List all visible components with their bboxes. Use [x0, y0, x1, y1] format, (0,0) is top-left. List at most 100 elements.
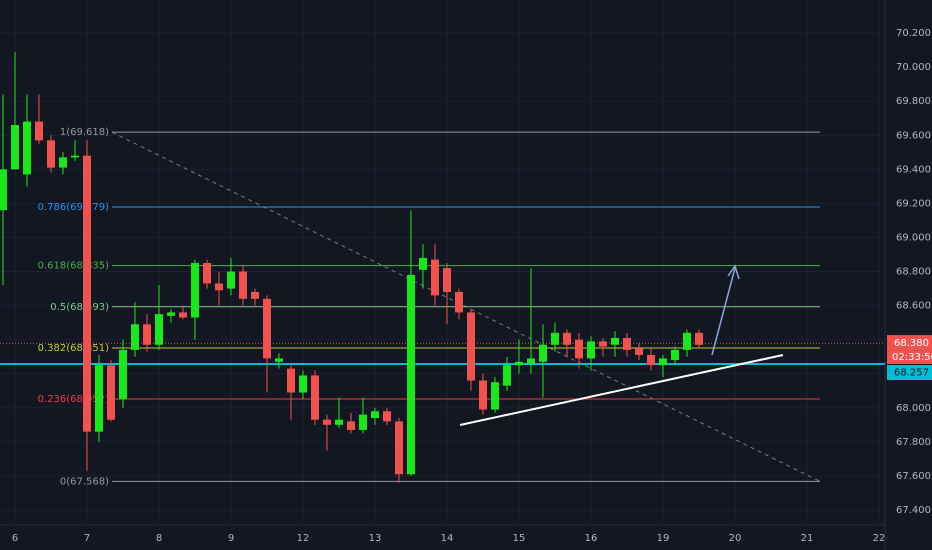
- y-tick-label: 70.000: [896, 62, 931, 73]
- candle-body: [251, 291, 259, 299]
- candle-body: [551, 332, 559, 345]
- y-tick-label: 68.000: [896, 403, 931, 414]
- last-price-box: [887, 335, 932, 351]
- line-price-box: [887, 365, 932, 381]
- x-tick-label: 8: [156, 533, 162, 544]
- candle-body: [215, 283, 223, 291]
- candle-body: [23, 121, 31, 175]
- last-price-label: 68.380: [894, 338, 929, 349]
- candle-body: [479, 380, 487, 410]
- candle-body: [299, 375, 307, 393]
- candle-body: [599, 341, 607, 347]
- candle-body: [203, 263, 211, 284]
- candle-body: [155, 314, 163, 345]
- candle-body: [227, 271, 235, 289]
- candle-body: [47, 140, 55, 168]
- arrow-head: [727, 264, 740, 280]
- fib-label: 0.5(68.593): [50, 302, 109, 313]
- candle-body: [455, 291, 463, 313]
- candle-body: [95, 365, 103, 432]
- countdown-label: 02:33:56: [892, 352, 932, 363]
- x-tick-label: 14: [441, 533, 454, 544]
- arrow: [711, 264, 740, 356]
- candle-body: [575, 339, 583, 359]
- candle-body: [71, 155, 79, 158]
- candle-body: [239, 271, 247, 299]
- candle-body: [611, 337, 619, 345]
- candle-body: [515, 361, 523, 366]
- candle-body: [527, 358, 535, 364]
- candle-body: [587, 341, 595, 359]
- y-tick-label: 69.000: [896, 232, 931, 243]
- x-tick-label: 16: [585, 533, 598, 544]
- y-tick-label: 70.200: [896, 28, 931, 39]
- candle-body: [539, 344, 547, 362]
- y-tick-label: 67.800: [896, 437, 931, 448]
- candle-body: [491, 382, 499, 410]
- candle-body: [119, 349, 127, 400]
- candle-body: [287, 368, 295, 393]
- candle-body: [35, 121, 43, 141]
- arrow-shaft: [711, 267, 736, 356]
- candle-body: [143, 324, 151, 345]
- candle-body: [443, 268, 451, 292]
- fib-label: 0(67.568): [60, 476, 109, 487]
- candle-body: [347, 421, 355, 430]
- x-tick-label: 19: [657, 533, 670, 544]
- candle-body: [359, 414, 367, 430]
- candle-body: [323, 419, 331, 425]
- line-price-label: 68.257: [894, 368, 929, 379]
- candle-body: [623, 337, 631, 350]
- candle-body: [83, 155, 91, 432]
- candle-body: [419, 257, 427, 270]
- candles: [0, 51, 703, 483]
- x-tick-label: 13: [369, 533, 382, 544]
- candle-body: [275, 358, 283, 362]
- y-tick-label: 67.400: [896, 505, 931, 516]
- y-tick-label: 69.600: [896, 130, 931, 141]
- candle-body: [311, 375, 319, 420]
- x-tick-label: 6: [12, 533, 18, 544]
- candle-body: [683, 332, 691, 350]
- x-tick-label: 15: [513, 533, 526, 544]
- x-tick-label: 9: [228, 533, 234, 544]
- candle-body: [671, 349, 679, 361]
- candle-body: [179, 312, 187, 318]
- candle-body: [695, 332, 703, 345]
- candle-body: [11, 125, 19, 170]
- trend-line: [459, 354, 784, 426]
- axes: 70.200 70.000 69.800 69.600 69.400 69.200 69.0…: [12, 28, 932, 544]
- y-tick-label: 68.800: [896, 267, 931, 278]
- candle-body: [131, 324, 139, 350]
- x-tick-label: 21: [801, 533, 814, 544]
- candle-body: [563, 332, 571, 345]
- candle-body: [395, 421, 403, 475]
- candle-body: [503, 365, 511, 386]
- fib-label: 0.786(69.179): [38, 202, 110, 213]
- x-tick-label: 7: [84, 533, 90, 544]
- candle-body: [59, 157, 67, 168]
- candle-body: [107, 365, 115, 420]
- y-tick-label: 69.800: [896, 96, 931, 107]
- fib-label: 1(69.618): [60, 127, 109, 138]
- x-tick-label: 12: [297, 533, 310, 544]
- candle-body: [0, 169, 7, 211]
- fib-label: 0.236(68.052): [38, 394, 110, 405]
- candle-body: [647, 354, 655, 366]
- y-tick-label: 69.200: [896, 198, 931, 209]
- candle-body: [407, 274, 415, 475]
- y-tick-label: 68.600: [896, 301, 931, 312]
- countdown-box: [887, 350, 932, 365]
- fib-label: 0.382(68.351): [38, 343, 110, 354]
- candle-body: [635, 348, 643, 355]
- candle-body: [335, 419, 343, 425]
- candle-body: [371, 411, 379, 419]
- candle-body: [431, 259, 439, 296]
- fib-label: 0.618(68.835): [38, 261, 110, 272]
- x-tick-label: 22: [873, 533, 886, 544]
- y-tick-label: 67.600: [896, 471, 931, 482]
- candle-body: [191, 263, 199, 318]
- candle-body: [467, 312, 475, 381]
